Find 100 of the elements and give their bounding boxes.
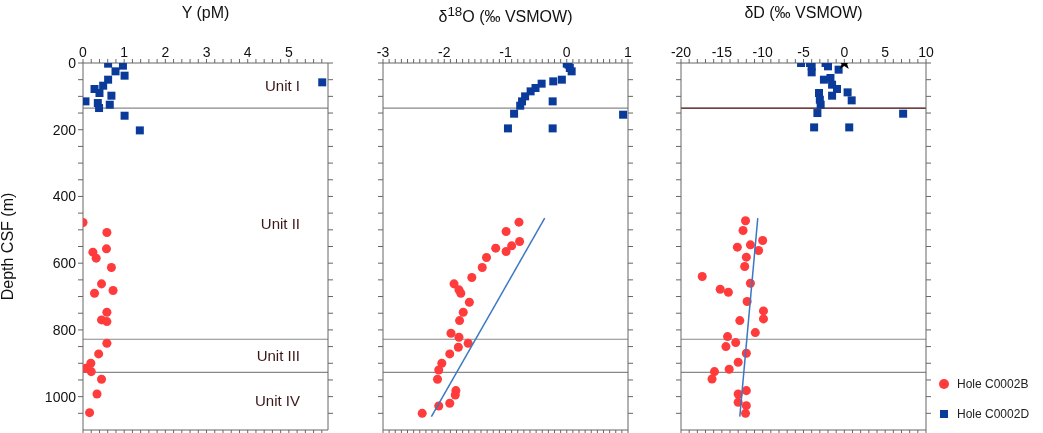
x-tick-label: -20 [670, 44, 692, 60]
point [102, 227, 112, 237]
point [828, 91, 837, 100]
point [745, 240, 755, 250]
point [813, 109, 822, 118]
point [715, 284, 725, 294]
annotation: Unit I [264, 76, 300, 94]
point [834, 65, 843, 74]
point [707, 374, 717, 384]
x-tick-label: 0 [79, 44, 88, 60]
point [95, 104, 104, 113]
point [843, 88, 852, 97]
point [731, 338, 741, 348]
point [85, 408, 95, 418]
point [548, 97, 557, 106]
point [102, 317, 112, 327]
x-tick-label: 0 [562, 44, 571, 60]
point [101, 244, 111, 254]
x-axis-title: δD (‰ VSMOW) [743, 4, 864, 22]
x-tick-label: 5 [881, 44, 890, 60]
point [847, 96, 856, 105]
point [824, 63, 832, 71]
point [120, 111, 129, 120]
point [453, 342, 463, 352]
point [83, 97, 90, 106]
point [102, 307, 112, 317]
x-axis-title: Y (pM) [180, 4, 231, 22]
point [446, 328, 456, 338]
annotation: Unit III [256, 347, 300, 365]
point [735, 316, 745, 326]
point [90, 288, 100, 298]
point [454, 332, 464, 342]
point [318, 78, 327, 87]
point [464, 297, 474, 307]
point [97, 374, 107, 384]
point [463, 338, 473, 348]
point [697, 272, 707, 282]
point [549, 77, 558, 86]
x-tick-label: -1 [499, 44, 512, 60]
point [741, 401, 751, 411]
y-tick-label: 400 [52, 188, 77, 205]
point [619, 110, 628, 119]
x-tick-label: -5 [797, 44, 810, 60]
point [445, 349, 455, 359]
point [99, 81, 108, 90]
point [491, 243, 501, 253]
point [750, 328, 760, 338]
point [91, 253, 101, 263]
x-tick-label: 5 [284, 44, 293, 60]
annotation: Unit II [260, 214, 300, 232]
x-tick-label: 4 [243, 44, 252, 60]
point [741, 216, 751, 226]
point [557, 75, 566, 84]
point [548, 124, 557, 133]
x-tick-label: 0 [840, 44, 849, 60]
point [106, 263, 116, 273]
point [721, 342, 731, 352]
point [845, 123, 854, 132]
point [501, 247, 511, 257]
point [107, 91, 116, 100]
annotation: Unit IV [254, 392, 300, 410]
point [709, 367, 719, 377]
x-tick-label: -2 [438, 44, 451, 60]
point [97, 279, 107, 289]
point [94, 349, 104, 359]
point [86, 367, 96, 377]
y-axis-title: Depth CSF (m) [0, 192, 16, 301]
x-axis-title: δ$^{18}$O (‰ VSMOW) [437, 4, 574, 27]
point [724, 364, 734, 374]
point [102, 338, 112, 348]
point [526, 87, 535, 96]
point [458, 307, 468, 317]
x-tick-label: 2 [161, 44, 170, 60]
x-tick-label: -10 [752, 44, 773, 60]
point [516, 101, 525, 110]
point [108, 286, 118, 296]
point [810, 123, 819, 132]
point [758, 314, 768, 324]
x-tick-label: 3 [202, 44, 211, 60]
y-tick-label: 800 [52, 321, 77, 338]
point [433, 374, 443, 384]
point [741, 252, 751, 262]
point [482, 253, 492, 263]
point [501, 226, 511, 236]
x-tick-label: 10 [918, 44, 934, 60]
point [477, 263, 487, 273]
point [95, 89, 104, 98]
x-tick-label: -15 [711, 44, 733, 60]
point [104, 75, 113, 84]
point [738, 225, 748, 235]
point [514, 217, 524, 227]
point [741, 408, 751, 418]
point [567, 67, 576, 76]
point [826, 74, 835, 83]
x-tick-label: 1 [624, 44, 633, 60]
point [515, 236, 525, 246]
point [741, 386, 751, 396]
x-tick-label: -3 [376, 44, 390, 60]
point [832, 85, 841, 94]
point [758, 235, 768, 245]
